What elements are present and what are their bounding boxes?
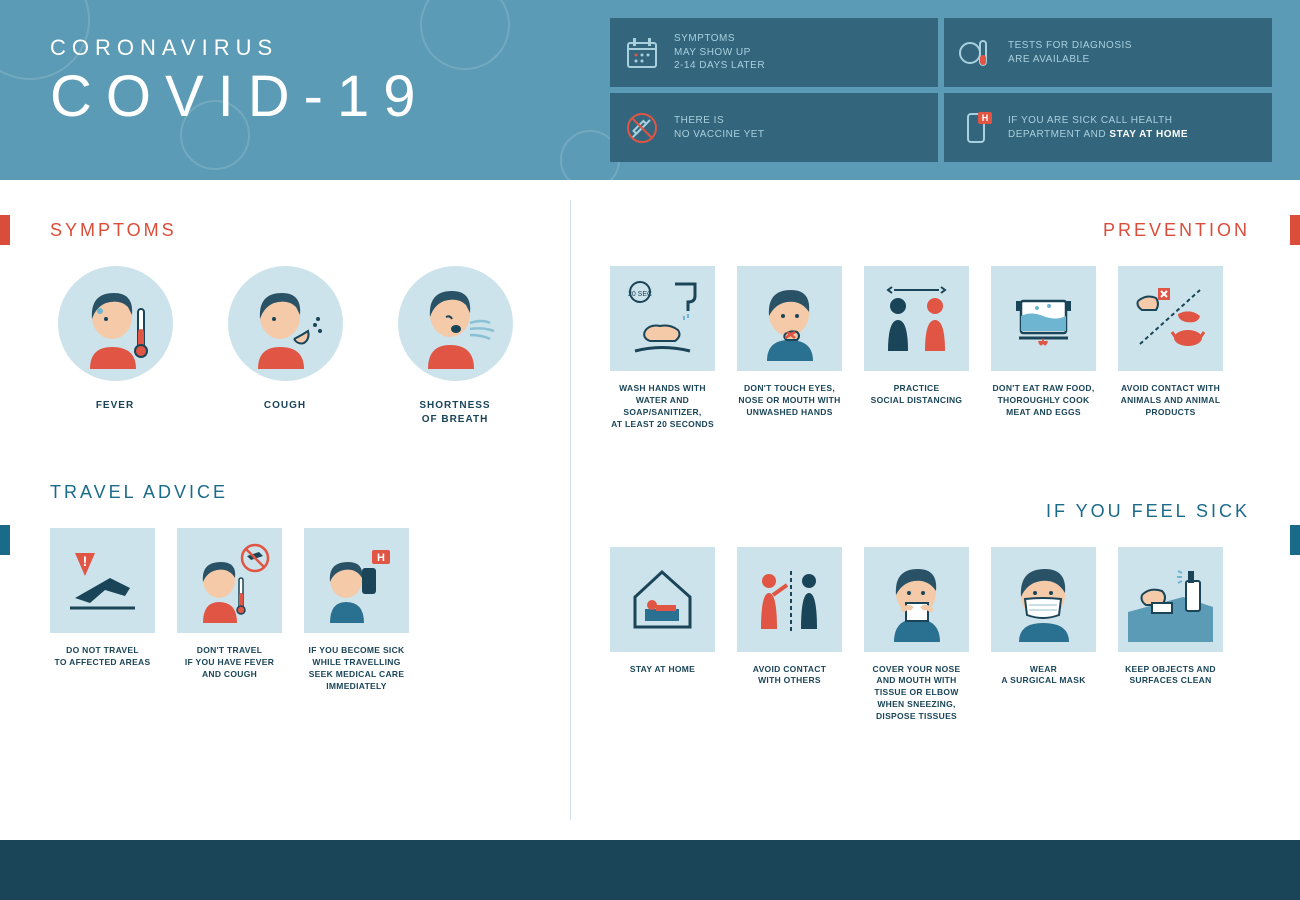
test-tube-icon bbox=[958, 35, 994, 71]
tile-label: DON'T EAT RAW FOOD,THOROUGHLY COOKMEAT A… bbox=[991, 383, 1096, 419]
info-text: THERE ISNO VACCINE YET bbox=[674, 114, 765, 141]
info-card-no-vaccine: THERE ISNO VACCINE YET bbox=[610, 93, 938, 162]
symptom-label: SHORTNESSOF BREATH bbox=[390, 399, 520, 427]
tile-label: IF YOU BECOME SICKWHILE TRAVELLINGSEEK M… bbox=[304, 645, 409, 693]
section-title-travel: TRAVEL ADVICE bbox=[50, 482, 540, 503]
travel-no-sick: DON'T TRAVELIF YOU HAVE FEVERAND COUGH bbox=[177, 528, 282, 693]
symptom-breath: SHORTNESSOF BREATH bbox=[390, 266, 520, 427]
sick-avoid-contact: AVOID CONTACTWITH OTHERS bbox=[737, 547, 842, 723]
section-title-symptoms: SYMPTOMS bbox=[50, 220, 540, 241]
prevention-wash-hands: 20 SEC WASH HANDS WITHWATER ANDSOAP/SANI… bbox=[610, 266, 715, 431]
prevention-no-touch-face: DON'T TOUCH EYES,NOSE OR MOUTH WITHUNWAS… bbox=[737, 266, 842, 431]
tile-label: DON'T TOUCH EYES,NOSE OR MOUTH WITHUNWAS… bbox=[737, 383, 842, 419]
info-card-symptoms-days: SYMPTOMSMAY SHOW UP2-14 DAYS LATER bbox=[610, 18, 938, 87]
info-text: IF YOU ARE SICK CALL HEALTHDEPARTMENT AN… bbox=[1008, 114, 1188, 141]
symptom-label: FEVER bbox=[50, 399, 180, 413]
header: CORONAVIRUS COVID-19 SYMPTOMSMAY SHOW UP… bbox=[0, 0, 1300, 180]
header-info-grid: SYMPTOMSMAY SHOW UP2-14 DAYS LATER TESTS… bbox=[610, 0, 1300, 180]
svg-text:H: H bbox=[982, 113, 989, 123]
tile-label: WASH HANDS WITHWATER ANDSOAP/SANITIZER,A… bbox=[610, 383, 715, 431]
tile-label: STAY AT HOME bbox=[610, 664, 715, 676]
prevention-social-distance: PRACTICESOCIAL DISTANCING bbox=[864, 266, 969, 431]
prevention-avoid-animals: AVOID CONTACT WITHANIMALS AND ANIMALPROD… bbox=[1118, 266, 1223, 431]
tile-label: DON'T TRAVELIF YOU HAVE FEVERAND COUGH bbox=[177, 645, 282, 681]
symptom-cough: COUGH bbox=[220, 266, 350, 427]
tile-label: COVER YOUR NOSEAND MOUTH WITHTISSUE OR E… bbox=[864, 664, 969, 723]
tile-label: WEARA SURGICAL MASK bbox=[991, 664, 1096, 688]
symptoms-row: FEVER COUGH SHORTNESSOF BREATH bbox=[50, 266, 540, 427]
footer-bar bbox=[0, 840, 1300, 900]
sick-clean-surfaces: KEEP OBJECTS ANDSURFACES CLEAN bbox=[1118, 547, 1223, 723]
prevention-row: 20 SEC WASH HANDS WITHWATER ANDSOAP/SANI… bbox=[610, 266, 1250, 431]
tile-label: PRACTICESOCIAL DISTANCING bbox=[864, 383, 969, 407]
symptom-fever: FEVER bbox=[50, 266, 180, 427]
tile-label: AVOID CONTACT WITHANIMALS AND ANIMALPROD… bbox=[1118, 383, 1223, 419]
symptom-label: COUGH bbox=[220, 399, 350, 413]
info-text: TESTS FOR DIAGNOSISARE AVAILABLE bbox=[1008, 39, 1132, 66]
tile-label: KEEP OBJECTS ANDSURFACES CLEAN bbox=[1118, 664, 1223, 688]
travel-seek-care: H IF YOU BECOME SICKWHILE TRAVELLINGSEEK… bbox=[304, 528, 409, 693]
no-vaccine-icon bbox=[624, 110, 660, 146]
title-small: CORONAVIRUS bbox=[50, 35, 610, 61]
tile-label: AVOID CONTACTWITH OTHERS bbox=[737, 664, 842, 688]
travel-no-affected: ! DO NOT TRAVELTO AFFECTED AREAS bbox=[50, 528, 155, 693]
info-card-call-stay-home: H IF YOU ARE SICK CALL HEALTHDEPARTMENT … bbox=[944, 93, 1272, 162]
sick-cover-sneeze: COVER YOUR NOSEAND MOUTH WITHTISSUE OR E… bbox=[864, 547, 969, 723]
title-big: COVID-19 bbox=[50, 63, 610, 130]
calendar-icon bbox=[624, 35, 660, 71]
sick-wear-mask: WEARA SURGICAL MASK bbox=[991, 547, 1096, 723]
section-title-prevention: PREVENTION bbox=[610, 220, 1250, 241]
info-card-tests: TESTS FOR DIAGNOSISARE AVAILABLE bbox=[944, 18, 1272, 87]
phone-home-icon: H bbox=[958, 110, 994, 146]
svg-text:20 SEC: 20 SEC bbox=[628, 291, 652, 298]
svg-text:H: H bbox=[377, 552, 385, 564]
section-title-sick: IF YOU FEEL SICK bbox=[610, 501, 1250, 522]
prevention-cook-food: DON'T EAT RAW FOOD,THOROUGHLY COOKMEAT A… bbox=[991, 266, 1096, 431]
sick-stay-home: STAY AT HOME bbox=[610, 547, 715, 723]
svg-text:!: ! bbox=[83, 553, 88, 569]
sick-row: STAY AT HOME AVOID CONTACTWITH OTHERS CO… bbox=[610, 547, 1250, 723]
main-content: SYMPTOMS FEVER COUGH SHORTNESSOF BREATH bbox=[0, 180, 1300, 840]
tile-label: DO NOT TRAVELTO AFFECTED AREAS bbox=[50, 645, 155, 669]
travel-row: ! DO NOT TRAVELTO AFFECTED AREAS DON'T T… bbox=[50, 528, 540, 693]
info-text: SYMPTOMSMAY SHOW UP2-14 DAYS LATER bbox=[674, 32, 765, 73]
